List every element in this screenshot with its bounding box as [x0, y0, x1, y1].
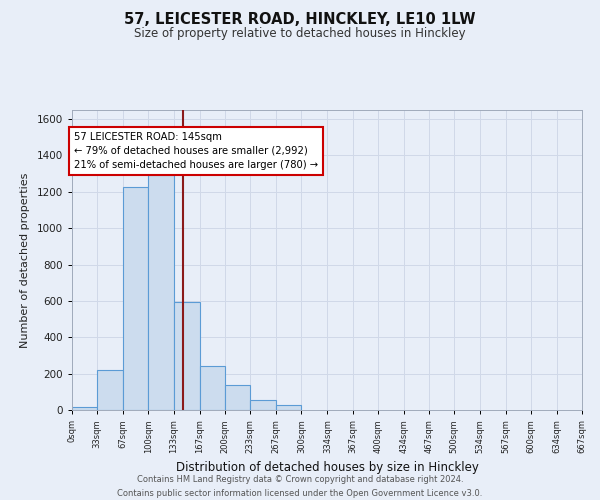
Bar	[148, 176, 173, 410]
Bar	[173, 302, 200, 410]
Text: Contains HM Land Registry data © Crown copyright and database right 2024.
Contai: Contains HM Land Registry data © Crown c…	[118, 476, 482, 498]
Text: 57 LEICESTER ROAD: 145sqm
← 79% of detached houses are smaller (2,992)
21% of se: 57 LEICESTER ROAD: 145sqm ← 79% of detac…	[74, 132, 317, 170]
Text: Size of property relative to detached houses in Hinckley: Size of property relative to detached ho…	[134, 28, 466, 40]
X-axis label: Distribution of detached houses by size in Hinckley: Distribution of detached houses by size …	[176, 462, 478, 474]
Bar	[250, 400, 276, 410]
Y-axis label: Number of detached properties: Number of detached properties	[20, 172, 30, 348]
Bar	[123, 188, 148, 410]
Bar	[200, 366, 225, 410]
Text: 57, LEICESTER ROAD, HINCKLEY, LE10 1LW: 57, LEICESTER ROAD, HINCKLEY, LE10 1LW	[124, 12, 476, 28]
Bar	[72, 408, 97, 410]
Bar	[276, 406, 301, 410]
Bar	[225, 384, 250, 410]
Bar	[97, 370, 123, 410]
